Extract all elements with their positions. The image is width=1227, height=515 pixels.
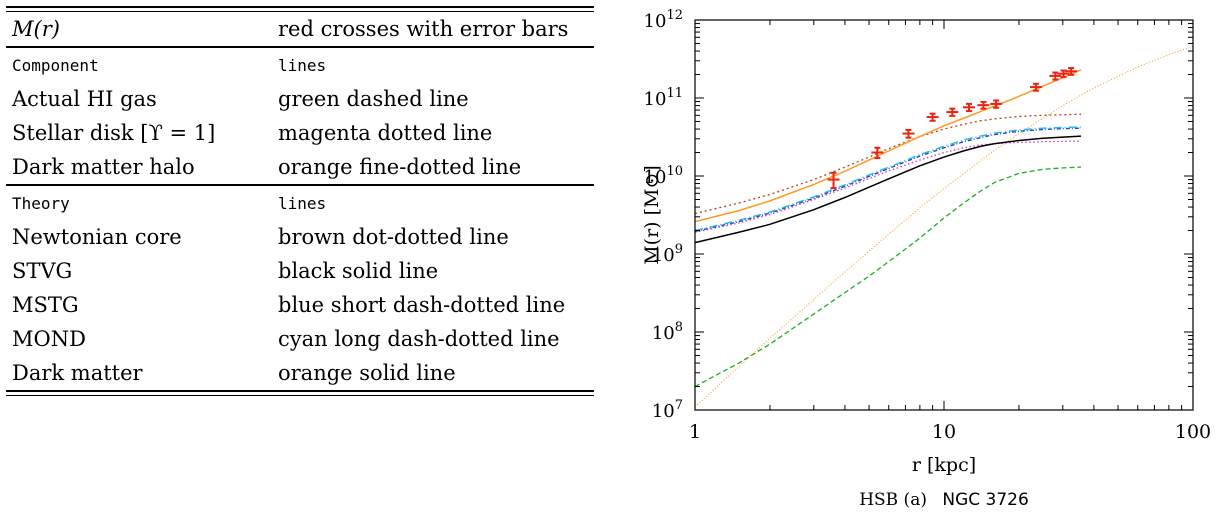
series-line-newtonian-core xyxy=(694,113,1082,215)
series-line-mond xyxy=(694,126,1082,232)
y-tick-label: 1011 xyxy=(644,86,683,110)
y-tick-label: 108 xyxy=(652,320,683,344)
row-label: MOND xyxy=(12,327,86,351)
series-layer xyxy=(694,45,1194,408)
observed-point xyxy=(962,102,975,113)
y-tick-label: 109 xyxy=(652,242,683,266)
header-mass-label: M(r) xyxy=(12,17,60,41)
series-line-stellar-disk xyxy=(694,140,1082,233)
x-tick-label: 100 xyxy=(1175,421,1211,443)
observed-point xyxy=(827,171,840,190)
row-line-style: green dashed line xyxy=(278,87,469,111)
table-top-rule xyxy=(6,6,594,12)
table-row: STVG black solid line xyxy=(6,254,594,288)
observed-point xyxy=(1029,82,1042,92)
series-line-stvg xyxy=(694,135,1082,244)
x-tick-labels: 1 10 100 xyxy=(689,421,1211,443)
component-header-label: Component xyxy=(12,55,99,75)
series-line-dark-halo xyxy=(694,45,1194,408)
row-label: Dark matter halo xyxy=(12,155,195,179)
table-row: MOND cyan long dash-dotted line xyxy=(6,322,594,356)
caption-galaxy-name: NGC 3726 xyxy=(942,490,1028,510)
observed-point xyxy=(902,128,915,139)
y-tick-label: 1010 xyxy=(644,164,683,188)
tick-layer xyxy=(694,20,1193,411)
row-label: Dark matter xyxy=(12,361,143,385)
observed-point xyxy=(946,107,959,117)
table-row: Dark matter orange solid line xyxy=(6,356,594,390)
observed-point xyxy=(871,146,884,160)
y-tick-label: 1012 xyxy=(644,8,683,32)
row-label: STVG xyxy=(12,259,73,283)
row-label: Actual HI gas xyxy=(12,87,157,111)
row-line-style: orange fine-dotted line xyxy=(278,155,522,179)
series-line-mstg xyxy=(694,127,1082,233)
observed-point xyxy=(926,112,939,122)
table-header-row: M(r) red crosses with error bars xyxy=(6,12,594,46)
row-label: Newtonian core xyxy=(12,225,182,249)
x-tick-label: 10 xyxy=(932,421,956,443)
observed-points-layer xyxy=(827,67,1078,190)
y-tick-labels: 107 108 109 1010 1011 1012 xyxy=(644,8,683,422)
row-line-style: brown dot-dotted line xyxy=(278,225,509,249)
table-bottom-rule xyxy=(6,390,594,396)
theory-header-lines: lines xyxy=(278,193,327,213)
table-row: Actual HI gas green dashed line xyxy=(6,82,594,116)
table-rule xyxy=(6,46,594,48)
table-rule xyxy=(6,184,594,186)
table-row: Dark matter halo orange fine-dotted line xyxy=(6,150,594,184)
observed-point xyxy=(1065,67,1078,76)
x-axis-label: r [kpc] xyxy=(912,454,976,476)
mass-profile-chart: 1 10 100 107 108 109 1010 1011 1012 r [kpc] M(r… xyxy=(641,8,1211,510)
row-line-style: magenta dotted line xyxy=(278,121,493,145)
row-label: Stellar disk [ϒ = 1] xyxy=(12,121,216,145)
x-tick-label: 1 xyxy=(689,421,701,443)
theory-header-row: Theory lines xyxy=(6,186,594,220)
table-row: MSTG blue short dash-dotted line xyxy=(6,288,594,322)
series-line-hi-gas xyxy=(694,166,1082,388)
row-line-style: orange solid line xyxy=(278,361,456,385)
caption-prefix: HSB (a) xyxy=(859,490,927,510)
y-axis-label: M(r) [M⊙] xyxy=(641,165,663,265)
table-row: Newtonian core brown dot-dotted line xyxy=(6,220,594,254)
row-line-style: cyan long dash-dotted line xyxy=(278,327,560,351)
observed-point xyxy=(1049,71,1062,81)
y-tick-label: 107 xyxy=(652,398,683,422)
row-label: MSTG xyxy=(12,293,79,317)
row-line-style: black solid line xyxy=(278,259,439,283)
theory-header-label: Theory xyxy=(12,193,70,213)
observed-point xyxy=(977,100,990,110)
component-header-row: Component lines xyxy=(6,48,594,82)
legend-table: M(r) red crosses with error bars Compone… xyxy=(6,6,594,396)
component-header-lines: lines xyxy=(278,55,327,75)
observed-point xyxy=(990,99,1003,109)
row-line-style: blue short dash-dotted line xyxy=(278,293,566,317)
header-mass-description: red crosses with error bars xyxy=(278,17,569,41)
chart-caption: HSB (a) NGC 3726 xyxy=(859,490,1029,510)
table-row: Stellar disk [ϒ = 1] magenta dotted line xyxy=(6,116,594,150)
series-line-dark-matter xyxy=(694,69,1082,223)
